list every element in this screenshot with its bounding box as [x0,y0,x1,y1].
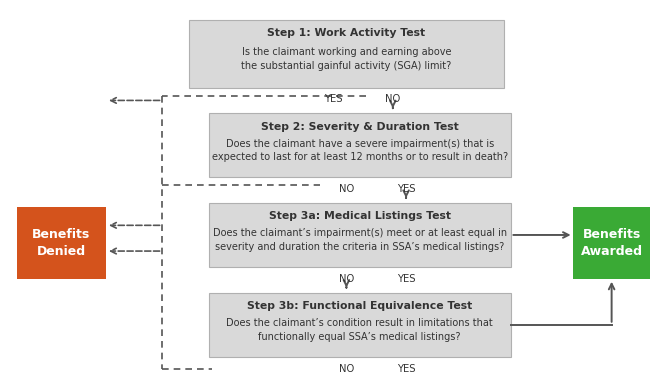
Text: NO: NO [339,363,354,374]
Text: Step 3b: Functional Equivalence Test: Step 3b: Functional Equivalence Test [247,301,472,311]
Text: Does the claimant have a severe impairment(s) that is
expected to last for at le: Does the claimant have a severe impairme… [211,138,508,162]
Text: NO: NO [339,184,354,194]
FancyBboxPatch shape [573,207,650,279]
Text: NO: NO [339,274,354,284]
Text: Is the claimant working and earning above
the substantial gainful activity (SGA): Is the claimant working and earning abov… [241,47,452,71]
Text: Does the claimant’s condition result in limitations that
functionally equal SSA’: Does the claimant’s condition result in … [226,318,493,342]
Text: Step 2: Severity & Duration Test: Step 2: Severity & Duration Test [261,122,459,132]
Text: Benefits
Awarded: Benefits Awarded [581,228,642,258]
FancyBboxPatch shape [209,113,511,177]
Text: YES: YES [397,274,415,284]
FancyBboxPatch shape [209,292,511,357]
Text: YES: YES [324,94,342,105]
Text: Step 3a: Medical Listings Test: Step 3a: Medical Listings Test [269,211,451,222]
Text: YES: YES [397,363,415,374]
Text: Benefits
Denied: Benefits Denied [32,228,90,258]
FancyBboxPatch shape [189,20,504,88]
Text: YES: YES [397,184,415,194]
FancyBboxPatch shape [209,203,511,267]
Text: NO: NO [385,94,400,105]
FancyBboxPatch shape [17,207,106,279]
Text: Does the claimant’s impairment(s) meet or at least equal in
severity and duratio: Does the claimant’s impairment(s) meet o… [213,228,507,252]
Text: Step 1: Work Activity Test: Step 1: Work Activity Test [267,28,426,38]
